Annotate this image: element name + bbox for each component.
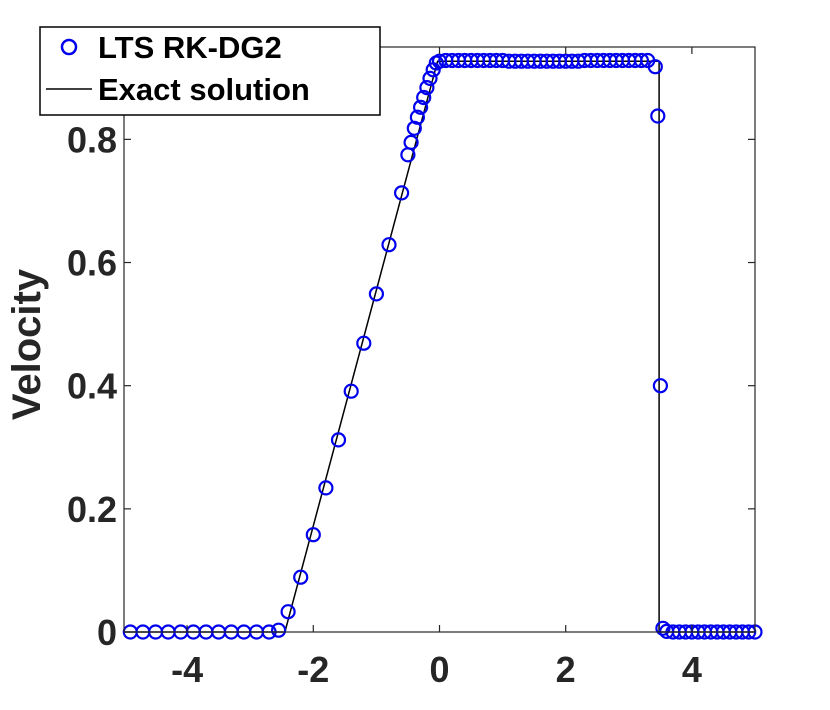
axes-layer: -4 -2 0 2 4 0 0.2 0.4 0.6 0.8 [67,46,756,690]
y-tick-label-4: 0.8 [67,119,117,160]
data-point-21 [381,237,397,253]
x-tick-label-1: -2 [297,649,329,690]
y-tick-label-2: 0.4 [67,366,117,407]
data-point-29 [419,79,435,96]
plot-background [124,47,755,632]
data-point-65 [633,52,650,69]
data-point-12 [271,622,287,638]
x-tick-label-3: 2 [556,649,576,690]
y-axis-label: Velocity [5,268,49,420]
legend: LTS RK-DG2 Exact solution [39,26,381,116]
plot-area [124,47,755,632]
y-tick-label-0: 0 [97,612,117,653]
data-point-68 [650,108,666,124]
data-point-20 [368,286,384,302]
data-point-70 [655,620,671,636]
y-tick-label-3: 0.6 [67,243,117,284]
legend-box [39,26,381,116]
data-point-13 [280,604,296,620]
x-tick-label-2: 0 [429,649,449,690]
data-point-15 [305,527,321,543]
data-point-14 [293,569,309,585]
data-point-19 [356,335,372,351]
data-point-18 [343,383,359,399]
data-point-28 [416,89,432,106]
x-tick-label-4: 4 [682,649,702,690]
legend-label-exact-solution: Exact solution [98,72,310,107]
x-tick-label-0: -4 [171,649,203,690]
series-layer [122,52,763,640]
data-point-24 [403,134,419,150]
data-point-16 [318,480,334,496]
data-point-27 [413,99,429,115]
data-point-26 [409,109,425,125]
data-point-67 [647,59,663,75]
data-point-30 [422,70,438,87]
legend-marker-lts-rk-dg2 [60,38,78,56]
data-point-17 [330,432,347,448]
data-point-22 [394,185,410,201]
legend-label-lts-rk-dg2: LTS RK-DG2 [98,30,282,65]
data-point-69 [652,378,669,394]
y-tick-label-1: 0.2 [67,489,117,530]
